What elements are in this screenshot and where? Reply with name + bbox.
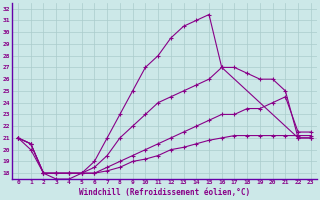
X-axis label: Windchill (Refroidissement éolien,°C): Windchill (Refroidissement éolien,°C) bbox=[79, 188, 250, 197]
